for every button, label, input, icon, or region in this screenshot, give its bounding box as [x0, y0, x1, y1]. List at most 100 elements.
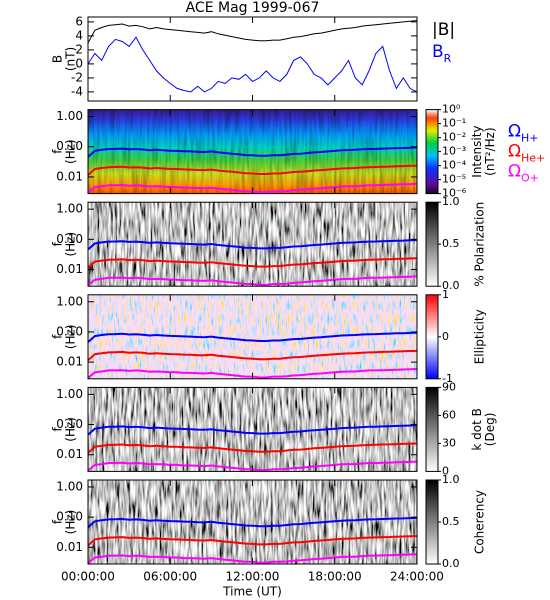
- y-tick-label: 2: [75, 42, 83, 56]
- legend-label: ΩH+: [508, 122, 539, 145]
- colorbar-tick-label: 30: [442, 436, 456, 449]
- y-axis-label: f: [51, 427, 65, 432]
- colorbar-tick-label: 10⁻³: [442, 145, 466, 158]
- colorbar-tick-label: 10⁰: [442, 103, 461, 116]
- spectrogram-image: [88, 294, 417, 379]
- y-axis-label: (Hz): [64, 417, 78, 442]
- x-tick-label: 06:00:00: [143, 570, 197, 584]
- y-axis-label: (nT): [64, 47, 78, 71]
- x-axis-label: Time (UT): [222, 585, 282, 599]
- y-axis-label: f: [51, 334, 65, 339]
- colorbar-label: Intensity: [470, 125, 484, 177]
- colorbar-tick-label: 0.0: [442, 279, 460, 292]
- y-axis-label: (Hz): [64, 139, 78, 164]
- spectrogram: [88, 294, 417, 379]
- y-tick-label: 0.10: [56, 232, 83, 246]
- y-tick-label: 0.01: [56, 262, 83, 276]
- y-tick-label: 1.00: [56, 294, 83, 308]
- y-tick-label: 4: [75, 28, 83, 42]
- colorbar-tick-label: 0: [442, 330, 449, 343]
- plot-frame: [87, 16, 418, 102]
- series-line: [88, 20, 417, 44]
- y-tick-label: 0: [75, 56, 83, 70]
- legend-label: ΩHe+: [508, 142, 545, 165]
- series-line: [88, 146, 417, 158]
- y-tick-label: 0.10: [56, 417, 83, 431]
- colorbar: [425, 386, 439, 472]
- series-line: [88, 442, 417, 454]
- series-line: [88, 535, 417, 547]
- y-axis-label: f: [51, 149, 65, 154]
- y-axis-label: B: [51, 55, 65, 63]
- x-tick-label: 18:00:00: [308, 570, 362, 584]
- y-axis-label: (Hz): [64, 324, 78, 349]
- y-tick-label: 1.00: [56, 109, 83, 123]
- series-line: [88, 331, 417, 343]
- colorbar-tick-label: 1.0: [442, 473, 460, 486]
- y-tick-label: 1.00: [56, 202, 83, 216]
- colorbar: [425, 294, 439, 380]
- y-tick-label: 1.00: [56, 387, 83, 401]
- series-line: [88, 164, 417, 176]
- series-line: [88, 349, 417, 362]
- spectrogram-image: [88, 387, 417, 472]
- colorbar: [425, 479, 439, 565]
- colorbar: [425, 201, 439, 287]
- y-axis-label: (Hz): [64, 232, 78, 257]
- series-line: [88, 239, 417, 251]
- y-tick-label: 0.01: [56, 540, 83, 554]
- colorbar-label: Coherency: [473, 490, 487, 554]
- x-tick-label: 00:00:00: [61, 570, 115, 584]
- y-tick-label: -2: [71, 70, 83, 84]
- y-tick-label: -4: [71, 84, 83, 98]
- colorbar-tick-label: 1.0: [442, 195, 460, 208]
- legend-label: |B|: [432, 20, 455, 40]
- colorbar-tick-label: 90: [442, 380, 456, 393]
- series-line: [88, 424, 417, 436]
- x-tick-label: 12:00:00: [226, 570, 280, 584]
- colorbar-label: (Deg): [483, 413, 497, 447]
- spectrogram: [88, 387, 417, 472]
- y-tick-label: 0.10: [56, 324, 83, 338]
- spectrogram: [88, 480, 417, 564]
- spectrogram: [88, 109, 417, 194]
- series-line: [88, 257, 417, 269]
- colorbar-tick-label: 0: [442, 464, 449, 477]
- y-tick-label: 0.01: [56, 447, 83, 461]
- y-axis-label: (Hz): [64, 510, 78, 535]
- y-tick-label: 0.01: [56, 169, 83, 183]
- y-tick-label: 0.10: [56, 139, 83, 153]
- colorbar-tick-label: -1: [442, 372, 453, 385]
- colorbar-label: Ellipticity: [473, 309, 487, 364]
- colorbar-tick-label: 10⁻⁵: [442, 173, 466, 186]
- y-tick-label: 0.10: [56, 510, 83, 524]
- chart-title: ACE Mag 1999-067: [186, 0, 320, 16]
- spectrogram-image: [88, 202, 417, 287]
- series-line: [88, 516, 417, 529]
- colorbar-tick-label: 60: [442, 408, 456, 421]
- y-axis-label: f: [51, 519, 65, 524]
- colorbar-tick-label: 10⁻²: [442, 131, 466, 144]
- legend-label: ΩO+: [508, 162, 539, 185]
- y-tick-label: 1.00: [56, 479, 83, 493]
- x-tick-label: 24:00:00: [390, 570, 444, 584]
- colorbar-tick-label: 10⁻¹: [442, 117, 466, 130]
- colorbar-tick-label: 10⁻⁴: [442, 159, 467, 172]
- colorbar: [425, 109, 439, 195]
- colorbar-label: (nT²/Hz): [483, 127, 497, 175]
- colorbar-tick-label: 0.5: [442, 237, 460, 250]
- y-tick-label: 0.01: [56, 355, 83, 369]
- spectrogram-image: [88, 480, 417, 564]
- colorbar-tick-label: 1: [442, 288, 449, 301]
- y-tick-label: 6: [75, 14, 83, 28]
- spectrogram: [88, 202, 417, 287]
- spectrogram-texture: [88, 109, 417, 194]
- colorbar-tick-label: 10⁻⁶: [442, 187, 467, 200]
- colorbar-tick-label: 0.5: [442, 515, 460, 528]
- series-line: [88, 36, 417, 93]
- colorbar-tick-label: 0.0: [442, 557, 460, 570]
- y-axis-label: f: [51, 241, 65, 246]
- colorbar-label: % Polarization: [473, 202, 487, 287]
- colorbar-label: k dot B: [470, 408, 484, 450]
